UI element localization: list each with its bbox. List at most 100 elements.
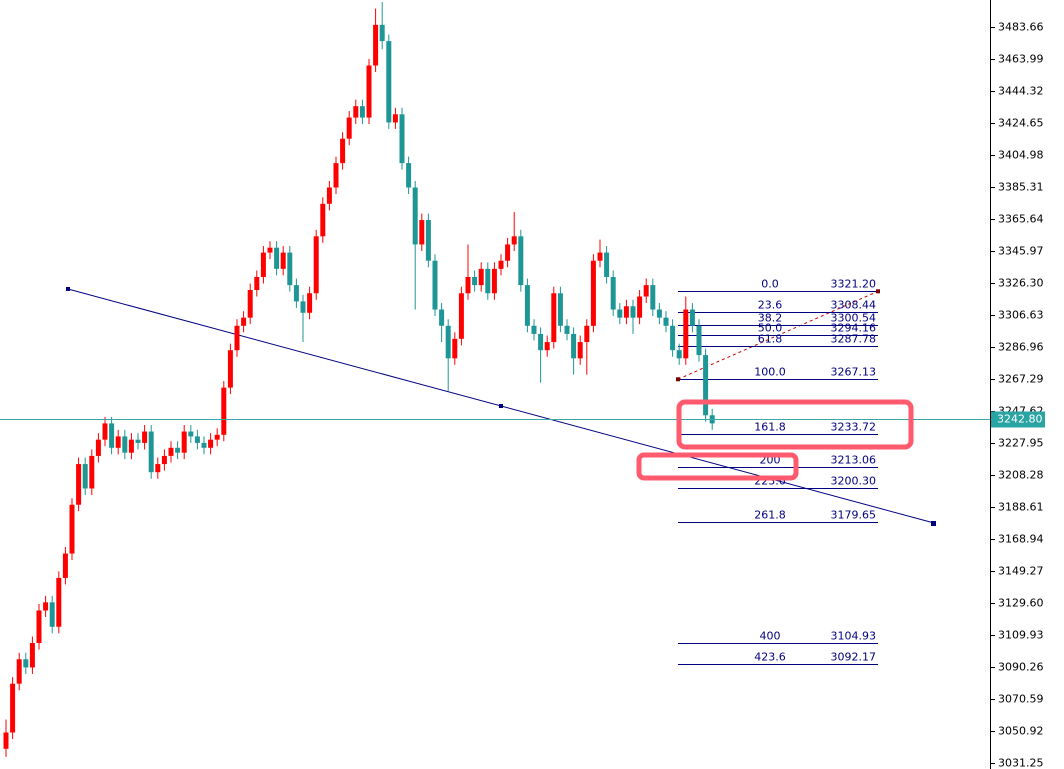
candle-body <box>472 276 478 286</box>
candle-body <box>696 325 702 356</box>
candle-body <box>689 309 695 326</box>
candle-body <box>465 276 471 294</box>
fib-level-label: 400 <box>760 630 781 643</box>
candle-body <box>49 602 55 627</box>
y-tick-label: 3385.31 <box>998 181 1044 194</box>
candle-body <box>313 236 319 294</box>
y-tick-label: 3286.96 <box>998 341 1044 354</box>
candle-body <box>392 114 398 123</box>
candle-body <box>617 309 623 318</box>
candle-body <box>551 293 557 343</box>
candle-body <box>181 431 187 453</box>
candle-body <box>241 317 247 326</box>
candle-body <box>214 434 220 440</box>
y-tick-label: 3345.97 <box>998 245 1044 258</box>
candle-body <box>498 260 504 269</box>
y-tick-label: 3365.64 <box>998 213 1044 226</box>
candle-body <box>399 114 405 164</box>
candle-body <box>346 117 352 139</box>
candle-body <box>340 138 346 164</box>
y-tick-label: 3463.99 <box>998 53 1044 66</box>
trendline-handle <box>499 404 503 408</box>
candle-body <box>102 423 108 440</box>
candle-body <box>630 306 636 318</box>
candle-body <box>458 293 464 339</box>
fib-price-label: 3267.13 <box>831 366 877 379</box>
fib-price-label: 3287.78 <box>831 333 877 346</box>
candle-body <box>56 577 62 627</box>
candle-body <box>29 643 35 668</box>
candle-body <box>208 439 214 448</box>
fib-price-label: 3200.30 <box>831 475 877 488</box>
candle-body <box>518 236 524 286</box>
candle-body <box>16 659 22 684</box>
candle-body <box>221 387 227 435</box>
candle-body <box>439 309 445 326</box>
candle-body <box>637 296 643 318</box>
candle-body <box>610 276 616 310</box>
candle-body <box>505 244 511 261</box>
y-tick-label: 3444.32 <box>998 85 1044 98</box>
candle-body <box>663 317 669 326</box>
y-tick-label: 3109.93 <box>998 629 1044 642</box>
candle-body <box>300 301 306 313</box>
candle-body <box>161 455 167 465</box>
candle-body <box>445 325 451 359</box>
candle-body <box>564 325 570 334</box>
candle-body <box>379 24 385 42</box>
candle-body <box>584 325 590 343</box>
fib-level-label: 423.6 <box>754 651 786 664</box>
fib-level-label: 38.2 <box>758 312 783 325</box>
fib-price-label: 3300.54 <box>831 312 877 325</box>
candle-body <box>10 683 16 733</box>
candle-body <box>280 252 286 269</box>
y-tick-label: 3188.61 <box>998 501 1044 514</box>
candle-body <box>320 203 326 237</box>
trendline-handle <box>66 287 70 291</box>
fib-price-label: 3213.06 <box>831 454 877 467</box>
y-tick-label: 3404.98 <box>998 149 1044 162</box>
y-tick-label: 3050.92 <box>998 725 1044 738</box>
candle-body <box>142 431 148 443</box>
fib-price-label: 3321.20 <box>831 278 877 291</box>
candle-body <box>670 325 676 351</box>
candle-body <box>412 187 418 245</box>
candle-body <box>452 338 458 359</box>
candle-body <box>274 247 280 269</box>
fib-level-label: 23.6 <box>758 299 783 312</box>
fib-price-label: 3233.72 <box>831 421 877 434</box>
fib-level-label: 261.8 <box>754 509 786 522</box>
candle-body <box>260 252 266 277</box>
plot-area: 0.0 3321.20 23.6 3308.44 38.2 3300.54 50.0 3294… <box>0 2 990 757</box>
candle-body <box>643 285 649 297</box>
candle-body <box>69 504 75 554</box>
candle-body <box>201 442 207 448</box>
fib-price-label: 3104.93 <box>831 630 877 643</box>
candle-body <box>122 436 128 453</box>
fib-handle <box>876 289 880 294</box>
candle-body <box>676 350 682 359</box>
candle-body <box>703 355 709 416</box>
fibonacci: 0.0 3321.20 23.6 3308.44 38.2 3300.54 50.0 3294… <box>676 278 880 665</box>
candle-body <box>590 260 596 326</box>
current-price-box <box>991 411 1045 428</box>
candle-body <box>524 285 530 326</box>
candle-body <box>623 306 629 318</box>
candle-body <box>485 268 491 294</box>
candle-body <box>3 732 9 749</box>
candle-body <box>557 293 563 326</box>
candle-body <box>293 285 299 302</box>
candle-body <box>326 187 332 204</box>
fib-price-label: 3308.44 <box>831 299 877 312</box>
candle-body <box>148 431 154 473</box>
candle-body <box>478 268 484 286</box>
candle-body <box>511 236 517 245</box>
candle-body <box>76 464 82 505</box>
candle-body <box>333 163 339 188</box>
y-tick-label: 3227.95 <box>998 437 1044 450</box>
candle-body <box>175 447 181 453</box>
y-tick-label: 3424.65 <box>998 117 1044 130</box>
y-tick-label: 3168.94 <box>998 533 1044 546</box>
